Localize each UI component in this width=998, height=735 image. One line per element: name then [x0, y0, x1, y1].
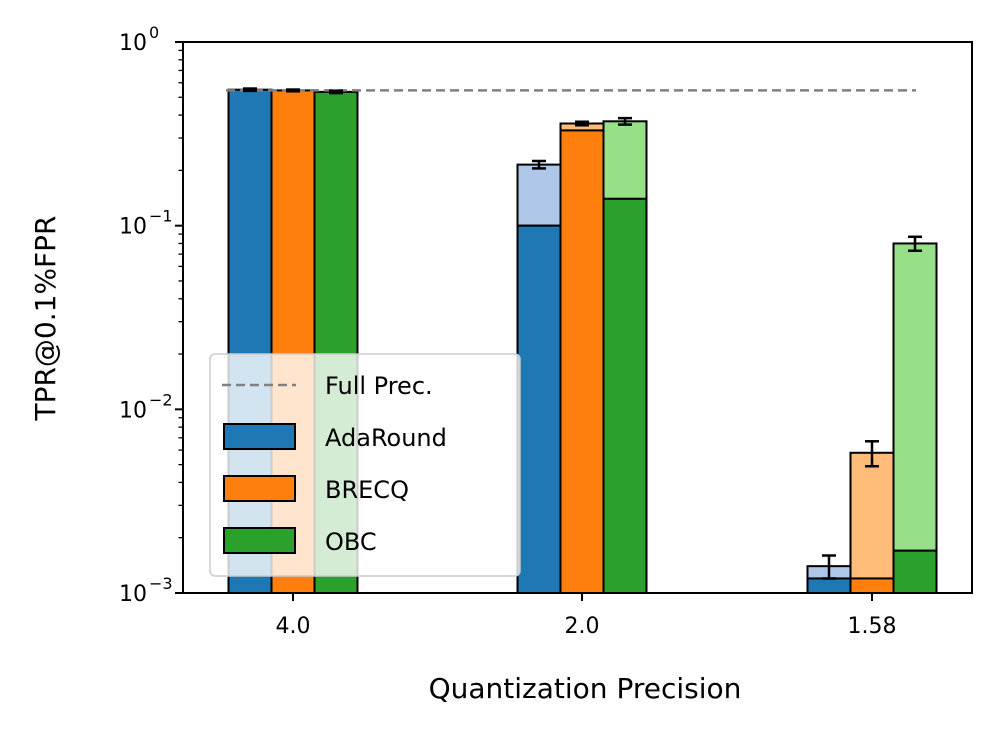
x-tick-label-4.0: 4.0: [276, 614, 311, 639]
legend-adaround-swatch: [223, 423, 296, 450]
bar-adaround-1.58-base: [806, 577, 852, 594]
legend-brecq-label: BRECQ: [325, 476, 409, 504]
bar-obc-1.58-total: [892, 242, 938, 552]
bar-obc-1.58-base: [892, 549, 938, 594]
x-axis-label: Quantization Precision: [429, 672, 742, 705]
bar-adaround-2.0-total: [516, 163, 562, 227]
bar-obc-2.0-total: [602, 120, 648, 200]
error-bar-obc-4.0: [329, 89, 343, 95]
y-tick-label: 10: [119, 398, 147, 423]
y-tick-exponent: 0: [149, 23, 159, 42]
error-bar-brecq-1.58: [865, 440, 879, 468]
error-bar-obc-1.58: [908, 235, 922, 253]
y-tick-label: 10: [119, 31, 147, 56]
error-bars-layer: [243, 87, 922, 580]
x-tick-label-2.0: 2.0: [565, 614, 600, 639]
x-tick-label-1.58: 1.58: [848, 614, 897, 639]
legend-adaround-label: AdaRound: [325, 424, 447, 452]
legend-brecq-swatch: [223, 475, 296, 502]
y-tick-label: 10: [119, 582, 147, 607]
y-tick-exponent: −2: [149, 390, 173, 409]
bar-brecq-1.58-total: [849, 451, 895, 580]
bar-brecq-1.58-base: [849, 577, 895, 594]
legend-obc-label: OBC: [325, 528, 377, 556]
legend: Full Prec. AdaRound BRECQ OBC: [209, 353, 521, 577]
y-axis-label: TPR@0.1%FPR: [29, 215, 62, 421]
error-bar-obc-2.0: [618, 116, 632, 126]
error-bar-brecq-4.0: [286, 88, 300, 93]
legend-frame: [209, 353, 521, 577]
bar-adaround-2.0-base: [516, 224, 562, 595]
y-tick-exponent: −1: [149, 207, 173, 226]
y-tick-label: 10: [119, 215, 147, 240]
legend-full-prec-label: Full Prec.: [325, 372, 433, 400]
error-bar-adaround-4.0: [243, 87, 257, 93]
error-bar-adaround-1.58: [822, 554, 836, 580]
plot-frame: [182, 41, 973, 594]
y-tick-exponent: −3: [149, 574, 173, 593]
legend-obc-swatch: [223, 527, 296, 554]
error-bar-brecq-2.0: [575, 120, 589, 127]
error-bar-adaround-2.0: [532, 159, 546, 170]
bar-brecq-2.0-base: [559, 129, 605, 594]
bar-obc-2.0-base: [602, 197, 648, 594]
